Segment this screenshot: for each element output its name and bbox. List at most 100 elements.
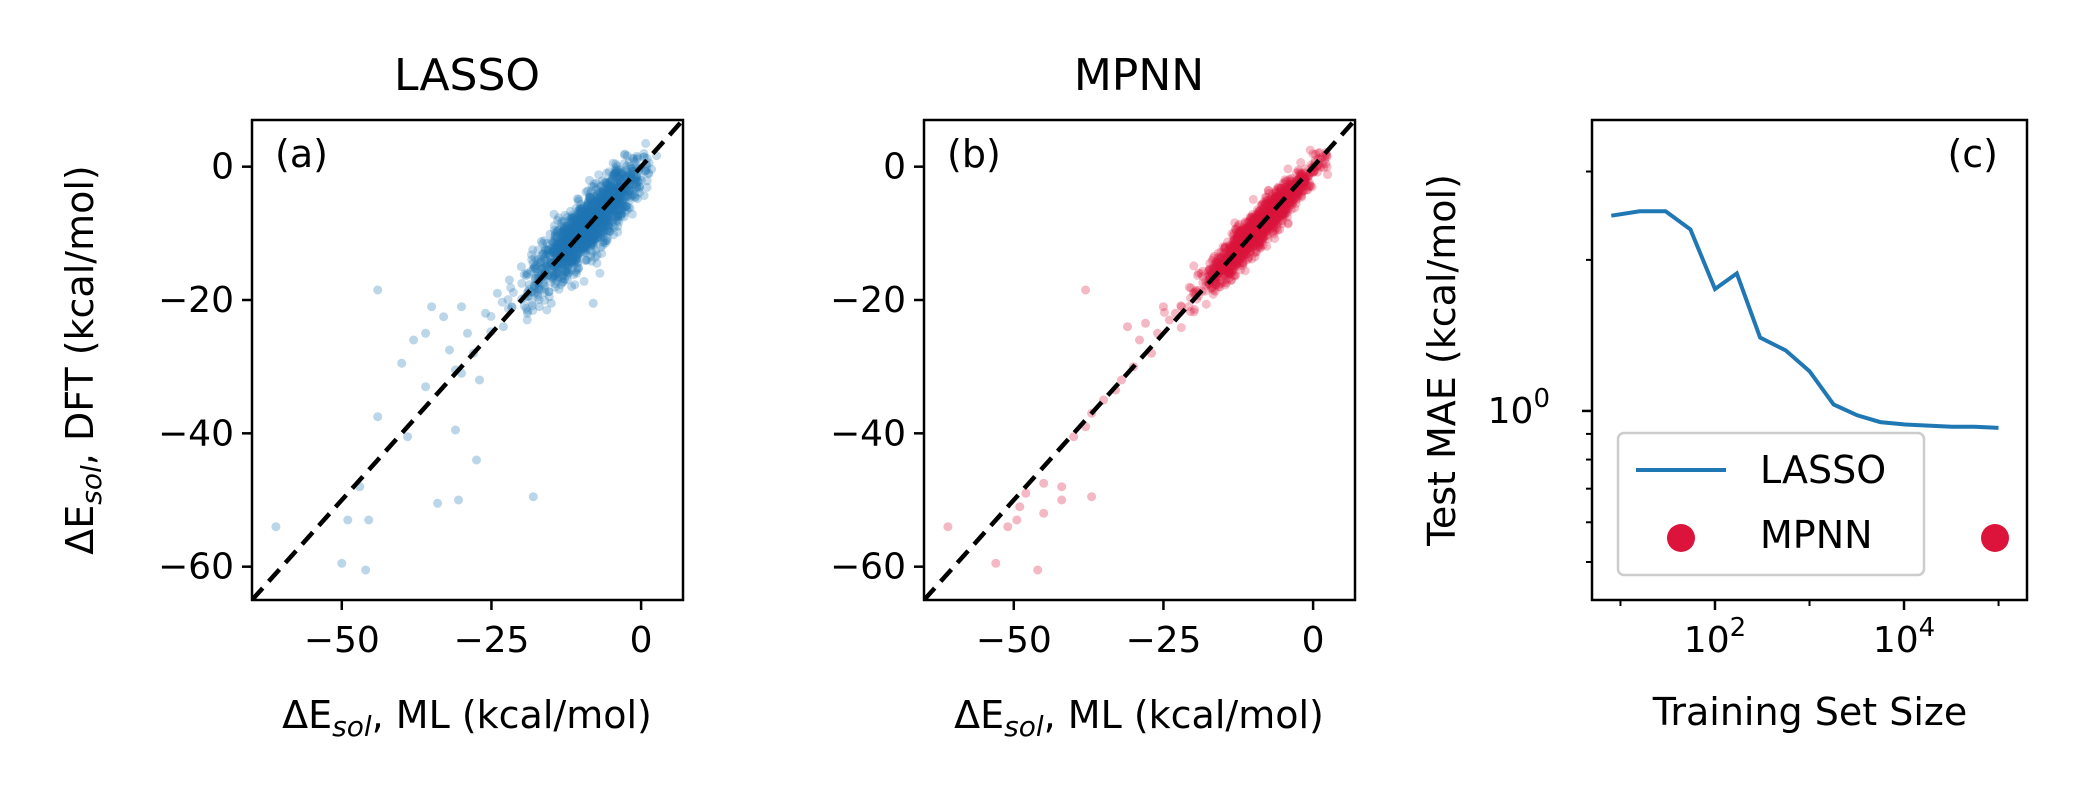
scatter-point — [568, 223, 577, 233]
scatter-point — [599, 218, 609, 228]
scatter-point — [1208, 263, 1218, 273]
scatter-point — [568, 251, 578, 261]
scatter-point — [1261, 226, 1271, 236]
scatter-point — [583, 201, 592, 211]
scatter-point — [557, 238, 567, 247]
scatter-point — [602, 210, 612, 220]
scatter-point — [614, 217, 624, 227]
scatter-point — [527, 297, 537, 307]
scatter-point — [1316, 162, 1326, 172]
scatter-point — [1207, 256, 1217, 265]
scatter-point — [1236, 265, 1246, 275]
scatter-point — [1285, 176, 1295, 186]
scatter-point — [1233, 246, 1243, 256]
scatter-point — [529, 263, 539, 273]
scatter-point — [617, 196, 627, 206]
scatter-point — [1232, 245, 1242, 255]
scatter-point — [606, 176, 616, 186]
scatter-point — [1220, 280, 1230, 290]
scatter-point — [594, 221, 604, 231]
scatter-point — [1262, 223, 1272, 233]
scatter-point — [626, 164, 636, 174]
scatter-point — [616, 211, 626, 221]
scatter-point — [575, 220, 585, 230]
scatter-point — [589, 182, 599, 192]
scatter-point — [570, 220, 580, 230]
scatter-point — [564, 224, 574, 233]
scatter-point — [605, 180, 615, 190]
scatter-point — [578, 204, 587, 213]
scatter-point — [586, 235, 596, 245]
scatter-point — [556, 238, 566, 248]
scatter-point — [562, 259, 572, 269]
scatter-point — [1252, 233, 1262, 243]
scatter-point — [580, 240, 590, 250]
scatter-point — [622, 151, 632, 161]
scatter-point — [572, 216, 582, 226]
scatter-point-outlier — [445, 345, 454, 355]
x-label-prefix: ΔE — [954, 693, 1004, 737]
scatter-point — [600, 221, 609, 231]
scatter-point — [584, 238, 594, 248]
scatter-point — [1287, 194, 1297, 204]
scatter-point — [1244, 243, 1254, 253]
scatter-point — [1240, 218, 1250, 228]
scatter-point — [558, 263, 567, 273]
scatter-point — [565, 225, 574, 235]
scatter-point — [574, 225, 584, 235]
scatter-point — [1238, 258, 1248, 268]
scatter-point — [1248, 216, 1258, 225]
scatter-point — [1245, 214, 1255, 223]
scatter-point — [1262, 223, 1272, 233]
scatter-point — [575, 223, 585, 233]
scatter-point — [1230, 240, 1240, 250]
scatter-point — [1259, 228, 1269, 238]
scatter-point — [1251, 217, 1261, 227]
scatter-point — [613, 199, 623, 209]
scatter-point-outlier — [516, 262, 526, 272]
scatter-point — [612, 194, 622, 203]
scatter-point — [578, 216, 588, 226]
scatter-point — [1276, 209, 1286, 218]
scatter-point — [1250, 227, 1260, 237]
scatter-point — [560, 234, 570, 244]
scatter-point — [631, 179, 641, 189]
scatter-point — [1251, 247, 1261, 257]
scatter-point — [1238, 251, 1247, 261]
scatter-point — [531, 264, 541, 274]
scatter-point — [508, 288, 518, 297]
scatter-point — [1250, 227, 1260, 237]
scatter-point — [1251, 240, 1261, 250]
scatter-point — [586, 238, 596, 248]
scatter-point — [537, 263, 547, 273]
scatter-point — [1255, 241, 1265, 250]
scatter-point — [573, 240, 583, 250]
scatter-point — [1261, 208, 1271, 218]
scatter-point — [1225, 243, 1235, 253]
scatter-point — [1262, 222, 1272, 232]
scatter-point — [537, 249, 547, 259]
scatter-point — [1207, 284, 1216, 294]
scatter-point — [602, 215, 612, 225]
scatter-point — [1233, 221, 1243, 231]
scatter-point — [594, 223, 604, 233]
scatter-point — [565, 216, 575, 226]
panel-c-plot-area — [1610, 209, 1999, 430]
scatter-point — [586, 226, 596, 236]
scatter-point — [602, 233, 612, 243]
scatter-point — [589, 234, 599, 244]
scatter-point — [580, 229, 590, 239]
scatter-point — [565, 225, 575, 235]
scatter-point — [552, 231, 562, 241]
scatter-point — [1285, 174, 1295, 184]
scatter-point — [576, 216, 586, 226]
scatter-point — [582, 207, 591, 217]
scatter-point-outlier — [498, 322, 508, 332]
scatter-point — [1232, 236, 1242, 246]
scatter-point — [1244, 226, 1254, 236]
scatter-point — [1219, 248, 1229, 258]
scatter-point — [1237, 231, 1247, 241]
scatter-point — [599, 188, 609, 198]
scatter-point — [1209, 251, 1219, 261]
